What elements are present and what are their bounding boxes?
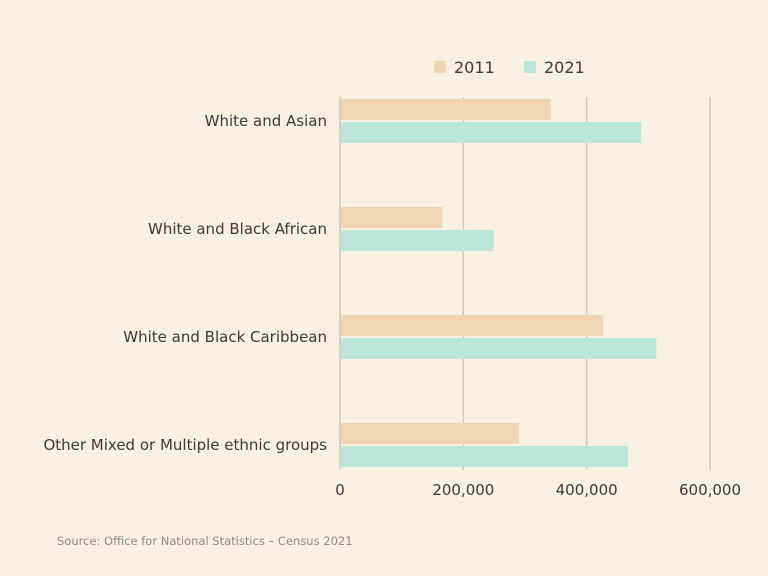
x-tick-label: 0: [335, 481, 345, 499]
category-label: White and Asian: [205, 112, 327, 130]
legend: 2011 2021: [434, 58, 585, 77]
category-label: Other Mixed or Multiple ethnic groups: [43, 436, 327, 454]
bar-2021: [340, 338, 657, 359]
x-tick-label: 600,000: [679, 481, 741, 499]
category-labels: White and Asian White and Black African Wh…: [43, 112, 327, 454]
legend-swatch-2021: [524, 61, 536, 73]
category-label: White and Black African: [148, 220, 327, 238]
bar-2011: [340, 315, 604, 336]
legend-label: 2021: [544, 58, 585, 77]
category-label: White and Black Caribbean: [123, 328, 327, 346]
bar-2011: [340, 207, 443, 228]
source-note: Source: Office for National Statistics –…: [57, 534, 353, 548]
legend-label: 2011: [454, 58, 495, 77]
grid-lines: [462, 97, 711, 470]
bar-2021: [340, 230, 494, 251]
x-axis: 0 200,000 400,000 600,000: [335, 97, 741, 499]
bar-2011: [340, 423, 519, 444]
legend-swatch-2011: [434, 61, 446, 73]
bar-2011: [340, 99, 551, 120]
bar-2021: [340, 122, 642, 143]
bars: [340, 99, 657, 467]
bar-2021: [340, 446, 629, 467]
x-tick-label: 400,000: [556, 481, 618, 499]
x-tick-label: 200,000: [432, 481, 494, 499]
